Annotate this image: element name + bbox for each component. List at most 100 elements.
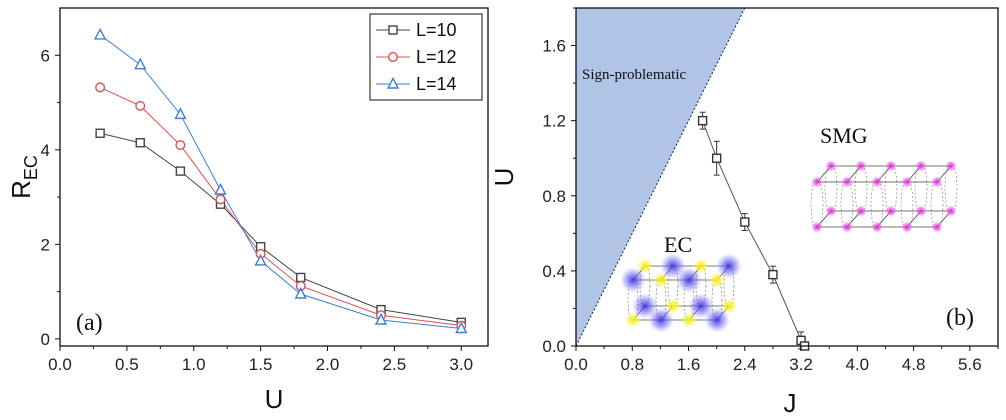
lattice-site (688, 293, 714, 319)
lattice-site (620, 267, 646, 293)
lattice-site (931, 176, 943, 188)
smg-lattice-illustration (810, 160, 958, 233)
series-line-2 (99, 34, 462, 330)
x-tick-label: 2.0 (316, 355, 340, 374)
lattice-site (901, 176, 913, 188)
data-point (174, 107, 187, 120)
lattice-site (885, 205, 897, 217)
lattice-site (811, 221, 823, 233)
panel-a-frame (59, 7, 489, 347)
lattice-site (637, 258, 653, 274)
legend-marker (388, 25, 398, 35)
lattice-site (915, 160, 927, 172)
panel-a-legend: L=10 L=12 L=14 (369, 13, 483, 101)
panel-b-tag: (b) (946, 305, 974, 331)
data-point (768, 269, 778, 280)
panel-b-y-ticks: 0.0 0.4 0.8 1.2 1.6 (542, 7, 576, 356)
panel-a-y-ticks: 0 2 4 6 (41, 46, 60, 349)
lattice-site (855, 160, 867, 172)
data-point (455, 321, 468, 334)
lattice-site (721, 298, 737, 314)
x-tick-label: 1.5 (249, 355, 273, 374)
data-point (95, 128, 105, 138)
data-point (135, 138, 145, 148)
y-tick-label: 2 (41, 235, 50, 254)
legend-label: L=14 (416, 74, 457, 94)
data-point (294, 286, 307, 299)
data-point (214, 182, 227, 195)
x-tick-label: 0.0 (48, 355, 72, 374)
data-point (711, 153, 722, 163)
lattice-site (693, 258, 709, 274)
lattice-site (945, 160, 957, 172)
x-tick-label: 0.5 (115, 355, 139, 374)
panel-b: Sign-problematic EC SMG 0.0 0.8 1.6 2.4 3.2 4… (489, 7, 999, 418)
lattice-site (871, 176, 883, 188)
panel-a-series-lines (99, 34, 462, 330)
x-tick-label: 3.0 (449, 355, 473, 374)
ec-lattice-illustration (620, 253, 742, 333)
y-tick-label: 0 (41, 330, 50, 349)
data-point (93, 27, 107, 40)
lattice-site (915, 205, 927, 217)
data-point (254, 253, 267, 266)
lattice-site (871, 221, 883, 233)
x-tick-label: 2.4 (733, 355, 757, 374)
smg-phase-label: SMG (820, 123, 868, 148)
y-tick-label: 4 (41, 141, 50, 160)
data-point (95, 82, 106, 93)
data-point (215, 194, 226, 205)
x-tick-label: 0.0 (564, 355, 588, 374)
x-tick-label: 5.6 (958, 355, 982, 374)
y-tick-label: 0.4 (542, 262, 566, 281)
lattice-site (716, 253, 742, 279)
sign-problematic-label: Sign-problematic (582, 67, 686, 83)
lattice-site (665, 298, 681, 314)
y-tick-label: 1.2 (542, 112, 566, 131)
data-point (134, 57, 147, 70)
y-tick-label: 0.0 (542, 337, 566, 356)
lattice-site (901, 221, 913, 233)
y-tick-label: 0.8 (542, 187, 566, 206)
lattice-site (841, 176, 853, 188)
data-point (175, 140, 186, 151)
panel-b-frame (575, 7, 999, 347)
panel-a: 0.0 0.5 1.0 1.5 2.0 2.5 3.0 0 2 4 6 U REC (a) L=1… (6, 7, 489, 414)
data-point (296, 272, 306, 283)
panel-b-y-axis-label: U (489, 168, 519, 187)
panel-b-x-ticks: 0.0 0.8 1.6 2.4 3.2 4.0 4.8 5.6 (564, 346, 999, 374)
legend-label: L=10 (416, 20, 457, 40)
panel-a-y-axis-label-main: R (6, 180, 36, 199)
lattice-site (825, 160, 837, 172)
y-tick-label: 1.6 (542, 37, 566, 56)
panel-a-y-axis-label-subscript: EC (21, 155, 41, 180)
x-tick-label: 4.0 (846, 355, 870, 374)
legend-marker (386, 76, 400, 89)
data-point (175, 166, 186, 176)
lattice-site (931, 221, 943, 233)
data-point (374, 312, 388, 325)
x-tick-label: 1.0 (182, 355, 206, 374)
legend-label: L=12 (416, 47, 457, 67)
sign-problematic-region (576, 8, 745, 346)
series-line-0 (100, 132, 462, 323)
legend-marker (388, 52, 399, 63)
lattice-site (885, 160, 897, 172)
panel-b-x-axis-label: J (784, 388, 797, 418)
data-point (135, 100, 146, 111)
data-point (740, 217, 750, 227)
x-tick-label: 1.6 (677, 355, 701, 374)
series-line-1 (99, 86, 462, 327)
ec-phase-label: EC (664, 232, 692, 257)
panel-a-y-axis-label: REC (6, 155, 41, 199)
y-tick-label: 6 (41, 46, 50, 65)
lattice-site (660, 253, 686, 279)
lattice-site (855, 205, 867, 217)
x-tick-label: 4.8 (902, 355, 926, 374)
x-tick-label: 3.2 (789, 355, 813, 374)
lattice-site (811, 176, 823, 188)
lattice-site (825, 205, 837, 217)
x-tick-label: 0.8 (620, 355, 644, 374)
sign-problematic-boundary (575, 7, 746, 347)
